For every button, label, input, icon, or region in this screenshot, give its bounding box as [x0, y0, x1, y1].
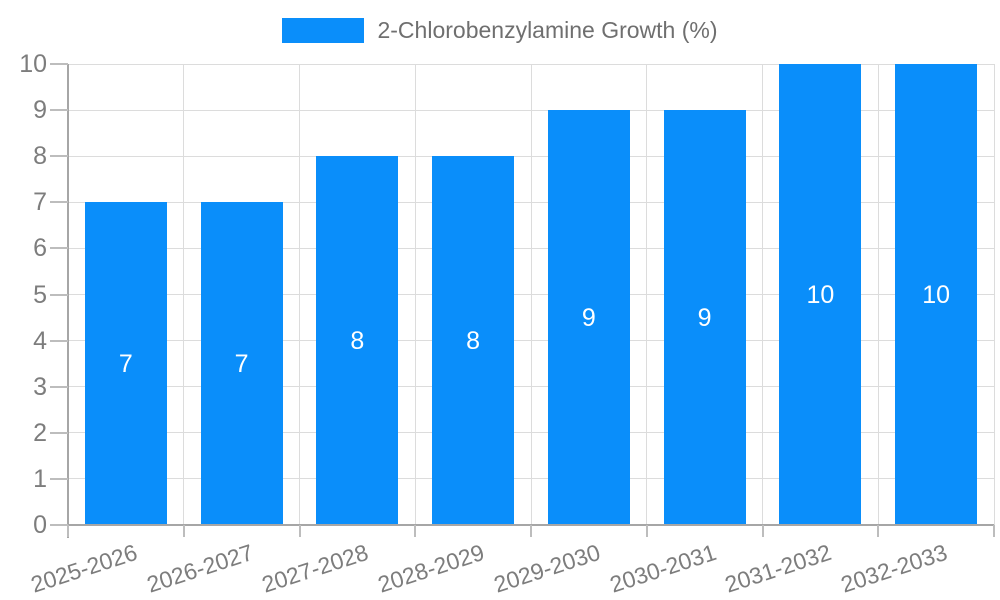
bar-value-label: 8: [466, 326, 481, 355]
gridline-vertical: [530, 64, 532, 525]
legend-swatch: [282, 17, 365, 43]
y-tick-label: 9: [33, 96, 47, 125]
y-tick-mark: [50, 431, 68, 434]
bar-2031-2032[interactable]: [779, 64, 862, 525]
bar-2025-2026[interactable]: [84, 202, 167, 525]
gridline-vertical: [299, 64, 300, 525]
y-tick-label: 6: [33, 234, 47, 263]
y-tick-label: 5: [33, 280, 47, 309]
y-tick-mark: [50, 339, 68, 342]
bar-value-label: 7: [234, 349, 249, 378]
bar-value-label: 10: [806, 280, 835, 309]
legend-label: 2-Chlorobenzylamine Growth (%): [377, 17, 718, 43]
y-axis-line: [67, 64, 69, 538]
y-tick-mark: [50, 201, 68, 204]
x-tick-label-2028-2029: 2028-2029: [374, 538, 488, 598]
gridline-vertical: [993, 64, 995, 525]
bar-2029-2030[interactable]: [547, 110, 630, 525]
bar-2026-2027[interactable]: [200, 202, 283, 525]
y-tick-label: 3: [33, 372, 47, 401]
x-tick-label-2030-2031: 2030-2031: [606, 538, 719, 598]
x-tick-mark: [298, 525, 301, 537]
gridline-vertical: [762, 64, 763, 525]
y-tick-label: 7: [33, 188, 47, 217]
bar-value-label: 8: [350, 326, 365, 355]
y-tick-label: 8: [33, 142, 47, 171]
y-tick-mark: [50, 109, 68, 112]
x-tick-mark: [761, 525, 764, 537]
y-tick-label: 10: [19, 50, 47, 78]
legend[interactable]: 2-Chlorobenzylamine Growth (%): [0, 17, 1000, 43]
gridline-vertical: [183, 64, 185, 525]
x-tick-label-2031-2032: 2031-2032: [722, 538, 835, 598]
y-tick-mark: [50, 155, 68, 158]
y-tick-mark: [50, 63, 68, 65]
y-tick-mark: [50, 293, 68, 296]
y-tick-mark: [50, 524, 68, 526]
x-axis-line: [50, 524, 994, 526]
x-tick-mark: [182, 525, 185, 537]
x-tick-mark: [414, 525, 417, 537]
x-tick-label-2027-2028: 2027-2028: [259, 538, 372, 598]
x-tick-mark: [877, 525, 880, 537]
x-tick-label-2032-2033: 2032-2033: [837, 538, 951, 598]
x-tick-label-2025-2026: 2025-2026: [27, 538, 141, 598]
bar-2030-2031[interactable]: [663, 110, 746, 525]
x-tick-label-2029-2030: 2029-2030: [490, 538, 604, 598]
y-tick-label: 1: [33, 464, 47, 493]
x-tick-mark: [645, 525, 648, 537]
y-tick-mark: [50, 477, 68, 480]
x-tick-mark: [993, 525, 995, 537]
x-tick-mark: [530, 525, 532, 537]
x-tick-label-2026-2027: 2026-2027: [143, 538, 256, 598]
x-tick-mark: [67, 525, 69, 537]
bar-2027-2028[interactable]: [316, 156, 399, 525]
gridline-vertical: [877, 64, 879, 525]
y-tick-label: 4: [33, 326, 47, 355]
y-tick-mark: [50, 385, 68, 388]
bar-2028-2029[interactable]: [432, 156, 515, 525]
gridline-vertical: [646, 64, 648, 525]
y-tick-label: 0: [33, 511, 47, 539]
gridline-vertical: [414, 64, 416, 525]
y-tick-mark: [50, 247, 68, 250]
bar-value-label: 7: [118, 349, 133, 378]
bar-value-label: 10: [922, 280, 951, 309]
bar-value-label: 9: [581, 303, 596, 332]
bar-2032-2033[interactable]: [895, 64, 978, 525]
y-tick-label: 2: [33, 418, 47, 447]
bar-value-label: 9: [697, 303, 712, 332]
